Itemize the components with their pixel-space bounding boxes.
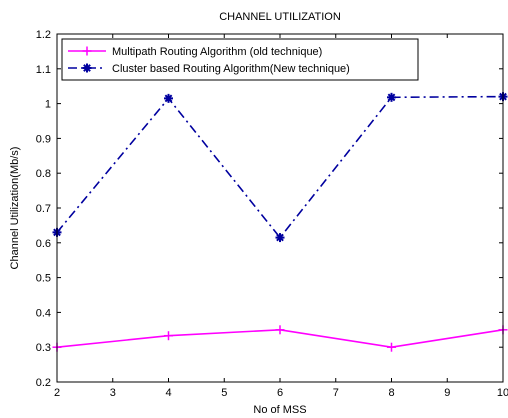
y-tick-label: 1.1 <box>36 64 51 76</box>
legend-label: Cluster based Routing Algorithm(New tech… <box>112 63 350 75</box>
legend: Multipath Routing Algorithm (old techniq… <box>62 39 418 80</box>
y-tick-label: 0.4 <box>36 307 51 319</box>
x-tick-label: 10 <box>497 387 508 399</box>
y-tick-label: 0.8 <box>36 168 51 180</box>
x-tick-label: 3 <box>110 387 116 399</box>
legend-label: Multipath Routing Algorithm (old techniq… <box>112 46 322 58</box>
y-tick-label: 0.7 <box>36 203 51 215</box>
y-tick-label: 0.5 <box>36 273 51 285</box>
x-tick-label: 6 <box>277 387 283 399</box>
y-tick-label: 1 <box>45 99 51 111</box>
y-tick-label: 0.6 <box>36 238 51 250</box>
data-point <box>387 93 396 102</box>
y-tick-label: 0.2 <box>36 377 51 389</box>
y-tick-label: 0.9 <box>36 133 51 145</box>
y-tick-label: 1.2 <box>36 29 51 41</box>
legend-marker <box>83 64 92 73</box>
chart-title: CHANNEL UTILIZATION <box>219 11 341 23</box>
y-axis-label: Channel Utilization(Mb/s) <box>9 147 21 270</box>
x-tick-label: 4 <box>165 387 171 399</box>
data-point <box>276 233 285 242</box>
x-axis-label: No of MSS <box>253 404 306 416</box>
x-tick-label: 9 <box>444 387 450 399</box>
x-tick-label: 8 <box>388 387 394 399</box>
x-tick-label: 5 <box>221 387 227 399</box>
y-tick-label: 0.3 <box>36 342 51 354</box>
x-tick-label: 7 <box>333 387 339 399</box>
x-tick-label: 2 <box>54 387 60 399</box>
